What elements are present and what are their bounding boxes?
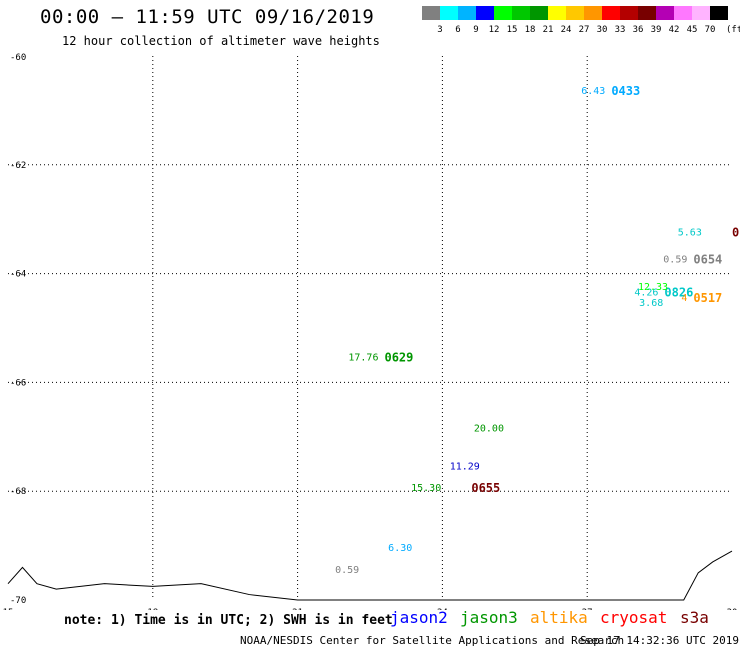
- footer-credit: NOAA/NESDIS Center for Satellite Applica…: [240, 634, 625, 647]
- swh-value-label: 4.26: [634, 287, 658, 298]
- swh-value-label: 6.43: [581, 86, 605, 97]
- y-tick-label: -64: [10, 270, 26, 280]
- swh-value-label: 3.68: [639, 298, 663, 309]
- y-tick-label: -70: [10, 596, 26, 606]
- color-swatch: [440, 6, 458, 20]
- color-scale-label: 6: [455, 25, 460, 35]
- color-scale-label: 9: [473, 25, 478, 35]
- x-tick-label: 24: [437, 608, 448, 610]
- color-swatch: [584, 6, 602, 20]
- swh-value-label: 4: [681, 293, 687, 304]
- color-scale-label: 3: [437, 25, 442, 35]
- color-swatch: [548, 6, 566, 20]
- y-tick-label: -62: [10, 161, 26, 171]
- swh-value-label: 0.59: [335, 565, 359, 576]
- time-label: 0654: [693, 253, 722, 267]
- satellite-legend-cryosat: cryosat: [600, 608, 668, 627]
- chart-title: 00:00 — 11:59 UTC 09/16/2019: [40, 6, 375, 28]
- footer-timestamp: Sep 17 14:32:36 UTC 2019: [580, 634, 739, 647]
- time-label: 0629: [384, 351, 413, 365]
- satellite-legend-s3a: s3a: [680, 608, 709, 627]
- color-swatch: [674, 6, 692, 20]
- satellite-legend-altika: altika: [530, 608, 588, 627]
- satellite-legend-jason2: jason2: [390, 608, 448, 627]
- color-swatch: [710, 6, 728, 20]
- time-label: 0826: [664, 285, 693, 299]
- swh-value-label: 5.63: [678, 228, 702, 239]
- swh-value-label: 15.30: [411, 483, 441, 494]
- swh-value-label: 6.30: [388, 543, 412, 554]
- color-scale-label: 24: [561, 25, 572, 35]
- color-scale-label: 21: [543, 25, 554, 35]
- color-swatch: [458, 6, 476, 20]
- x-tick-label: 15: [3, 608, 14, 610]
- x-tick-label: 30: [727, 608, 738, 610]
- color-scale-label: 36: [633, 25, 644, 35]
- color-scale-unit: (ft): [726, 25, 740, 35]
- x-tick-label: 21: [292, 608, 303, 610]
- color-scale-label: 12: [489, 25, 500, 35]
- color-swatch: [656, 6, 674, 20]
- color-swatch: [620, 6, 638, 20]
- color-scale-label: 18: [525, 25, 536, 35]
- color-scale-label: 42: [669, 25, 680, 35]
- time-label: 06: [732, 226, 740, 240]
- chart-subtitle: 12 hour collection of altimeter wave hei…: [62, 34, 380, 48]
- y-tick-label: -66: [10, 378, 26, 388]
- color-scale-label: 39: [651, 25, 662, 35]
- color-swatch: [494, 6, 512, 20]
- color-swatch: [638, 6, 656, 20]
- swh-value-label: 0.59: [663, 255, 687, 266]
- swh-value-label: 11.29: [450, 461, 480, 472]
- color-scale-label: 27: [579, 25, 590, 35]
- color-swatch: [602, 6, 620, 20]
- color-swatch: [530, 6, 548, 20]
- x-tick-label: 18: [147, 608, 158, 610]
- time-label: 0433: [611, 84, 640, 98]
- color-scale-label: 30: [597, 25, 608, 35]
- color-scale-label: 33: [615, 25, 626, 35]
- x-tick-label: 27: [582, 608, 593, 610]
- y-tick-label: -60: [10, 53, 26, 63]
- plot-area: 15 18 21 24 27 30 -60 -62 -64 -66 -68 -70 11.29 17.76…: [3, 53, 740, 610]
- color-scale-label: 70: [705, 25, 716, 35]
- footer-note: note: 1) Time is in UTC; 2) SWH is in fe…: [64, 613, 393, 628]
- color-swatch: [512, 6, 530, 20]
- coastline: [7, 550, 733, 601]
- y-tick-label: -68: [10, 487, 26, 497]
- color-swatch: [476, 6, 494, 20]
- color-swatch: [422, 6, 440, 20]
- color-scale-label: 15: [507, 25, 518, 35]
- color-scale-label: 45: [687, 25, 698, 35]
- color-swatch: [566, 6, 584, 20]
- swh-value-label: 20.00: [474, 423, 504, 434]
- time-label: 0517: [693, 291, 722, 305]
- time-label: 0655: [471, 481, 500, 495]
- swh-value-label: 12.33: [638, 282, 668, 293]
- swh-value-label: 17.76: [348, 353, 378, 364]
- satellite-legend-jason3: jason3: [460, 608, 518, 627]
- color-swatch: [692, 6, 710, 20]
